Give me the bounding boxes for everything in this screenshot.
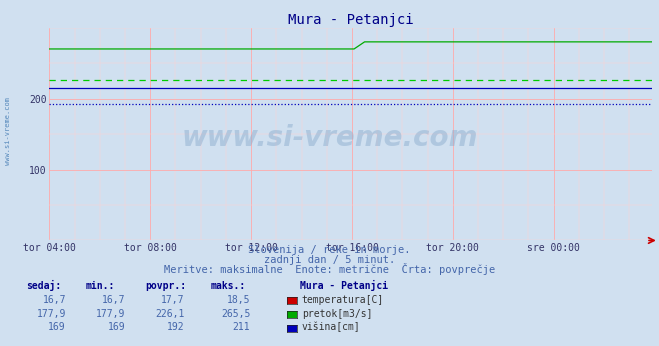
Text: 177,9: 177,9 — [36, 309, 66, 319]
Text: www.si-vreme.com: www.si-vreme.com — [5, 98, 11, 165]
Text: 169: 169 — [48, 322, 66, 333]
Text: Meritve: maksimalne  Enote: metrične  Črta: povprečje: Meritve: maksimalne Enote: metrične Črta… — [164, 263, 495, 275]
Text: 18,5: 18,5 — [227, 295, 250, 305]
Text: 226,1: 226,1 — [155, 309, 185, 319]
Text: 192: 192 — [167, 322, 185, 333]
Text: zadnji dan / 5 minut.: zadnji dan / 5 minut. — [264, 255, 395, 265]
Text: višina[cm]: višina[cm] — [302, 322, 360, 333]
Text: 169: 169 — [107, 322, 125, 333]
Text: povpr.:: povpr.: — [145, 281, 186, 291]
Text: 17,7: 17,7 — [161, 295, 185, 305]
Title: Mura - Petanjci: Mura - Petanjci — [288, 12, 414, 27]
Text: Mura - Petanjci: Mura - Petanjci — [300, 280, 388, 291]
Text: 16,7: 16,7 — [42, 295, 66, 305]
Text: www.si-vreme.com: www.si-vreme.com — [181, 125, 478, 152]
Text: 265,5: 265,5 — [221, 309, 250, 319]
Text: Slovenija / reke in morje.: Slovenija / reke in morje. — [248, 245, 411, 255]
Text: 211: 211 — [233, 322, 250, 333]
Text: 177,9: 177,9 — [96, 309, 125, 319]
Text: maks.:: maks.: — [211, 281, 246, 291]
Text: 16,7: 16,7 — [101, 295, 125, 305]
Text: min.:: min.: — [86, 281, 115, 291]
Text: pretok[m3/s]: pretok[m3/s] — [302, 309, 372, 319]
Text: sedaj:: sedaj: — [26, 280, 61, 291]
Text: temperatura[C]: temperatura[C] — [302, 295, 384, 305]
